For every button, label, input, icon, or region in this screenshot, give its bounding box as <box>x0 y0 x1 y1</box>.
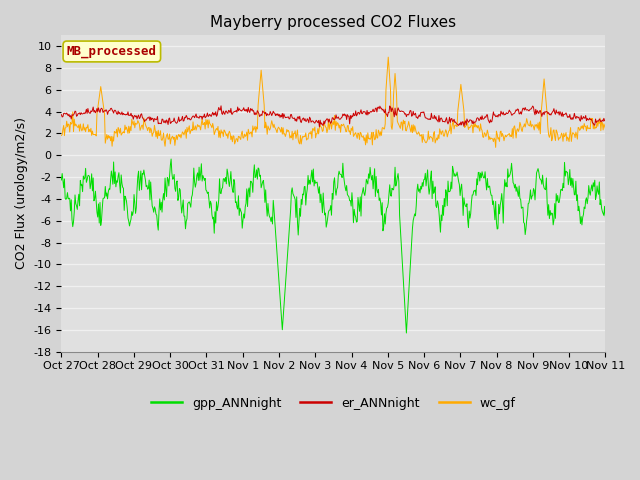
wc_gf <box>207 123 215 129</box>
wc_gf <box>67 121 75 127</box>
wc_gf <box>416 133 424 139</box>
er_ANNnight <box>207 114 215 120</box>
Y-axis label: CO2 Flux (urology/m2/s): CO2 Flux (urology/m2/s) <box>15 118 28 269</box>
wc_gf <box>124 127 131 132</box>
er_ANNnight <box>124 112 131 118</box>
gpp_ANNnight <box>208 212 216 218</box>
er_ANNnight <box>67 116 75 122</box>
Line: er_ANNnight: er_ANNnight <box>61 106 605 127</box>
er_ANNnight <box>401 111 409 117</box>
Line: gpp_ANNnight: gpp_ANNnight <box>61 159 605 333</box>
er_ANNnight <box>217 103 225 108</box>
gpp_ANNnight <box>403 330 410 336</box>
gpp_ANNnight <box>124 205 131 211</box>
gpp_ANNnight <box>602 214 609 220</box>
gpp_ANNnight <box>417 183 424 189</box>
Title: Mayberry processed CO2 Fluxes: Mayberry processed CO2 Fluxes <box>211 15 456 30</box>
Line: wc_gf: wc_gf <box>61 57 605 147</box>
er_ANNnight <box>316 124 323 130</box>
wc_gf <box>400 121 408 127</box>
gpp_ANNnight <box>167 156 175 162</box>
wc_gf <box>58 132 65 138</box>
gpp_ANNnight <box>400 291 408 297</box>
wc_gf <box>602 126 609 132</box>
wc_gf <box>385 54 392 60</box>
er_ANNnight <box>417 109 424 115</box>
Text: MB_processed: MB_processed <box>67 45 157 58</box>
gpp_ANNnight <box>58 177 65 183</box>
gpp_ANNnight <box>67 197 75 203</box>
wc_gf <box>179 129 186 135</box>
Legend: gpp_ANNnight, er_ANNnight, wc_gf: gpp_ANNnight, er_ANNnight, wc_gf <box>146 392 521 415</box>
gpp_ANNnight <box>179 197 187 203</box>
er_ANNnight <box>179 113 186 119</box>
er_ANNnight <box>602 118 609 123</box>
wc_gf <box>492 144 499 150</box>
er_ANNnight <box>58 112 65 118</box>
